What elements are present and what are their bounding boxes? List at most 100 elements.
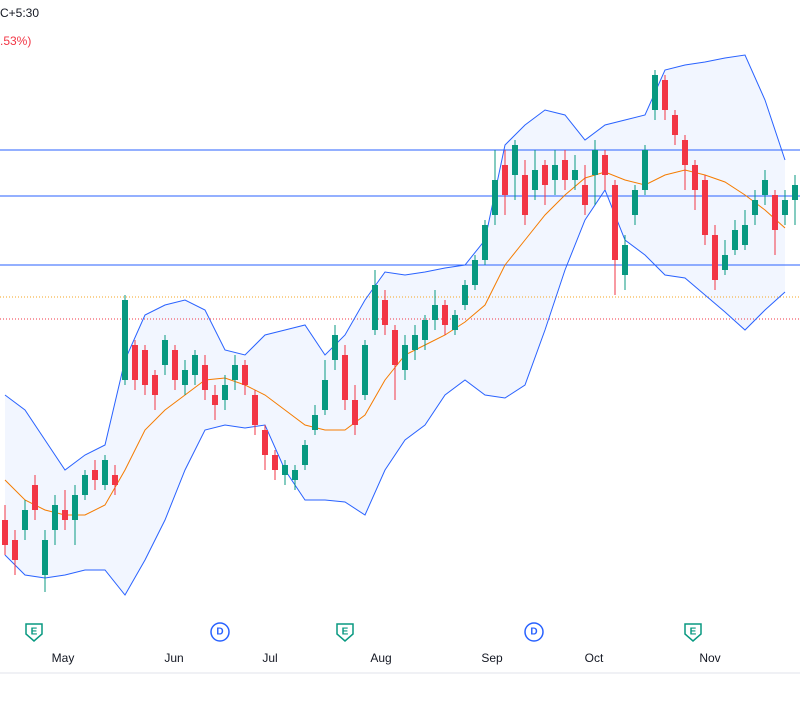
candle-body — [452, 315, 458, 330]
candle-body — [562, 160, 568, 180]
candle-body — [32, 485, 38, 510]
candle-body — [242, 365, 248, 385]
x-tick-label: May — [52, 651, 75, 665]
event-icon — [524, 622, 544, 642]
event-icon — [336, 623, 354, 642]
candle-body — [212, 395, 218, 405]
candle-body — [432, 305, 438, 320]
event-icon — [25, 623, 43, 642]
candle-body — [232, 365, 238, 380]
candle-body — [622, 245, 628, 275]
change-text: .53%) — [0, 34, 31, 48]
event-label: D — [216, 627, 223, 638]
candle-body — [372, 285, 378, 330]
candle-body — [182, 370, 188, 385]
candle-body — [352, 400, 358, 425]
candle-body — [312, 415, 318, 430]
candle-body — [772, 195, 778, 230]
candle-body — [602, 155, 608, 175]
x-tick-label: Oct — [585, 651, 604, 665]
candle-body — [132, 345, 138, 380]
candle-body — [482, 225, 488, 260]
candle-body — [752, 200, 758, 215]
candle-body — [392, 330, 398, 365]
candle-body — [62, 510, 68, 520]
candle-body — [22, 510, 28, 530]
plot: May Jun Jul Aug Sep Oct Nov E D E D E — [0, 54, 800, 665]
candle-body — [422, 320, 428, 340]
event-label: E — [342, 627, 349, 638]
event-label: E — [690, 627, 697, 638]
candle-body — [402, 345, 408, 370]
candle-body — [732, 230, 738, 250]
candle-body — [282, 465, 288, 475]
event-label: D — [530, 627, 537, 638]
candle-body — [262, 430, 268, 455]
candle-body — [742, 225, 748, 245]
candle-body — [612, 185, 618, 260]
candle-body — [142, 350, 148, 385]
candle-body — [112, 475, 118, 485]
candle-body — [522, 175, 528, 215]
candle-body — [292, 470, 298, 480]
candle-body — [532, 170, 538, 190]
candle-body — [692, 165, 698, 190]
candle-body — [342, 355, 348, 400]
candle-body — [42, 540, 48, 575]
candle-body — [722, 255, 728, 270]
x-tick-label: Nov — [699, 651, 720, 665]
candle-body — [662, 80, 668, 110]
candle-body — [512, 145, 518, 175]
candle-body — [202, 365, 208, 390]
candle-body — [252, 395, 258, 425]
candle-body — [702, 180, 708, 235]
event-icon — [684, 623, 702, 642]
candle-body — [642, 150, 648, 190]
candle-body — [792, 185, 798, 200]
header-text: C+5:30 — [0, 6, 39, 20]
candle-body — [2, 520, 8, 545]
event-icon — [210, 622, 230, 642]
candle-body — [122, 300, 128, 380]
candle-body — [632, 190, 638, 215]
candle-body — [92, 470, 98, 480]
candle-body — [222, 385, 228, 400]
candle-body — [572, 170, 578, 180]
candle-body — [152, 375, 158, 395]
candle-body — [652, 75, 658, 110]
candle-body — [492, 180, 498, 215]
candle-body — [332, 335, 338, 360]
candle-body — [412, 335, 418, 350]
candle-body — [162, 340, 168, 365]
candle-body — [272, 455, 278, 470]
candle-body — [442, 305, 448, 325]
candle-body — [382, 300, 388, 325]
candle-body — [72, 495, 78, 520]
candle-body — [82, 475, 88, 495]
candle-body — [52, 505, 58, 530]
candle-body — [682, 140, 688, 165]
candle-body — [782, 200, 788, 215]
candle-body — [502, 165, 508, 195]
candle-body — [762, 180, 768, 195]
candle-body — [712, 235, 718, 280]
candle-body — [302, 445, 308, 465]
candle-body — [12, 540, 18, 560]
candle-body — [672, 115, 678, 135]
candle-body — [592, 150, 598, 175]
candle-body — [322, 380, 328, 410]
candle-body — [462, 285, 468, 305]
event-label: E — [31, 627, 38, 638]
candle-body — [362, 345, 368, 395]
candle-body — [172, 350, 178, 380]
candle-body — [472, 260, 478, 285]
x-tick-label: Sep — [481, 651, 503, 665]
x-tick-label: Jul — [262, 651, 277, 665]
band-lower — [4, 188, 786, 596]
candle-body — [552, 165, 558, 180]
candle-body — [582, 185, 588, 205]
candle-body — [542, 165, 548, 185]
candle-body — [102, 460, 108, 485]
x-tick-label: Aug — [370, 651, 391, 665]
